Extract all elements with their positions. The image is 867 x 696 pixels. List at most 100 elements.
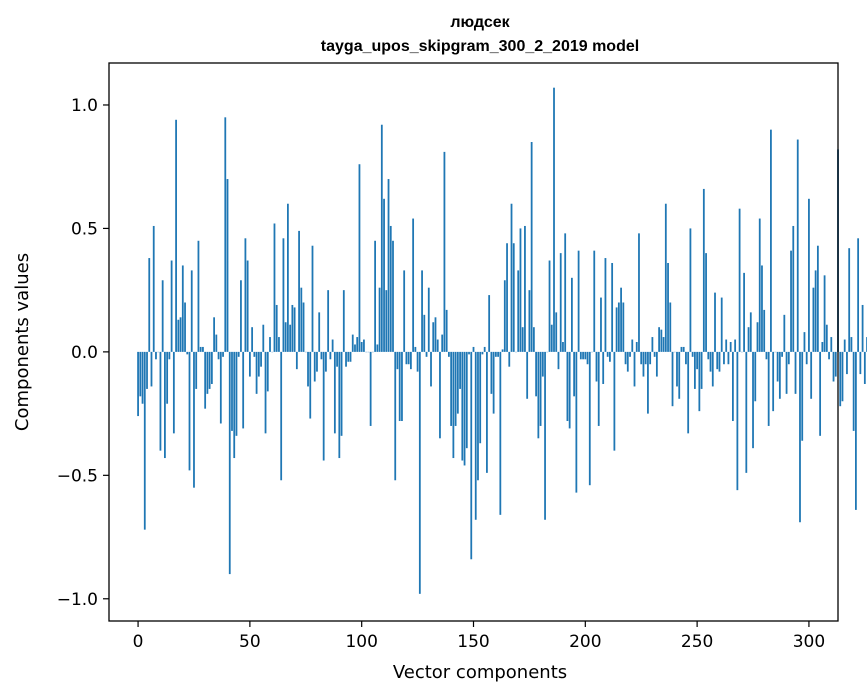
- bar-163: [501, 349, 504, 352]
- bar-140: [450, 351, 453, 426]
- bar-210: [606, 351, 609, 357]
- x-tick-label-300: 300: [793, 632, 825, 652]
- bar-38: [222, 351, 224, 357]
- bar-223: [635, 342, 638, 352]
- bar-119: [403, 270, 406, 352]
- bar-11: [161, 280, 164, 352]
- bar-305: [819, 351, 822, 436]
- y-tick-label-3: 0.5: [71, 219, 98, 239]
- bar-218: [624, 351, 627, 365]
- bar-80: [316, 351, 318, 372]
- bar-244: [682, 346, 685, 352]
- bar-291: [787, 351, 790, 365]
- bar-53: [255, 351, 258, 394]
- bar-208: [602, 351, 605, 384]
- bar-26: [195, 351, 198, 389]
- bar-177: [532, 327, 535, 352]
- bar-304: [816, 245, 819, 352]
- bar-303: [814, 270, 817, 352]
- bar-30: [204, 351, 207, 409]
- bar-48: [244, 238, 247, 352]
- bar-143: [456, 351, 459, 414]
- bar-83: [322, 351, 325, 461]
- bar-152: [477, 351, 479, 481]
- bar-108: [378, 287, 381, 352]
- bar-71: [295, 351, 298, 370]
- bar-64: [280, 351, 283, 481]
- bar-23: [188, 351, 191, 471]
- bar-176: [530, 142, 533, 352]
- bar-185: [550, 324, 553, 352]
- bar-35: [215, 334, 218, 352]
- bar-271: [743, 272, 745, 352]
- y-tick-label-4: 1.0: [71, 96, 98, 116]
- bar-293: [792, 225, 795, 352]
- bar-267: [734, 339, 737, 352]
- bar-307: [823, 275, 826, 352]
- bar-306: [821, 342, 824, 352]
- bar-188: [557, 351, 560, 370]
- bar-13: [166, 351, 169, 404]
- bar-25: [193, 351, 195, 488]
- bar-100: [360, 342, 363, 352]
- bar-127: [421, 270, 423, 352]
- bar-184: [548, 260, 551, 352]
- bar-56: [262, 324, 265, 352]
- bar-246: [687, 351, 690, 434]
- bar-154: [481, 351, 484, 355]
- bar-72: [298, 230, 300, 352]
- bar-63: [278, 337, 280, 352]
- bar-174: [526, 351, 529, 399]
- bar-47: [242, 351, 245, 429]
- bar-217: [622, 302, 625, 352]
- bar-319: [850, 337, 853, 352]
- bar-172: [521, 327, 524, 352]
- bar-180: [539, 351, 542, 426]
- bar-317: [846, 351, 848, 375]
- bars: [137, 87, 867, 594]
- bar-214: [615, 307, 618, 352]
- bar-134: [436, 339, 439, 352]
- bar-73: [300, 287, 303, 352]
- bar-142: [454, 351, 457, 426]
- bar-120: [405, 351, 408, 365]
- bar-79: [313, 351, 316, 382]
- bar-28: [199, 346, 202, 352]
- bar-129: [425, 351, 428, 357]
- bar-0: [137, 351, 139, 417]
- bar-65: [282, 238, 285, 352]
- bar-175: [528, 290, 531, 352]
- bar-228: [647, 351, 649, 414]
- bar-10: [159, 351, 162, 451]
- bar-91: [340, 351, 343, 436]
- bar-262: [723, 351, 725, 365]
- bar-144: [459, 351, 461, 389]
- bar-17: [175, 119, 177, 352]
- bar-165: [506, 243, 508, 352]
- bar-225: [640, 351, 643, 365]
- bar-50: [248, 351, 251, 377]
- bar-229: [649, 351, 652, 365]
- bar-67: [287, 203, 289, 352]
- bar-27: [197, 240, 200, 352]
- bar-202: [588, 351, 591, 486]
- bar-213: [613, 351, 616, 451]
- bar-242: [678, 351, 681, 399]
- bar-287: [778, 351, 781, 399]
- bar-40: [226, 179, 229, 352]
- bar-256: [709, 351, 712, 372]
- bar-115: [394, 351, 397, 481]
- bar-159: [492, 351, 495, 414]
- bar-89: [336, 351, 338, 367]
- bar-52: [253, 351, 256, 357]
- bar-236: [664, 203, 667, 352]
- bar-41: [228, 351, 231, 575]
- bar-193: [568, 351, 571, 429]
- bar-84: [325, 351, 327, 372]
- bar-138: [445, 309, 448, 352]
- bar-263: [725, 339, 728, 352]
- bar-201: [586, 351, 589, 365]
- bar-261: [720, 297, 723, 352]
- bar-227: [644, 351, 647, 365]
- bar-36: [217, 351, 220, 360]
